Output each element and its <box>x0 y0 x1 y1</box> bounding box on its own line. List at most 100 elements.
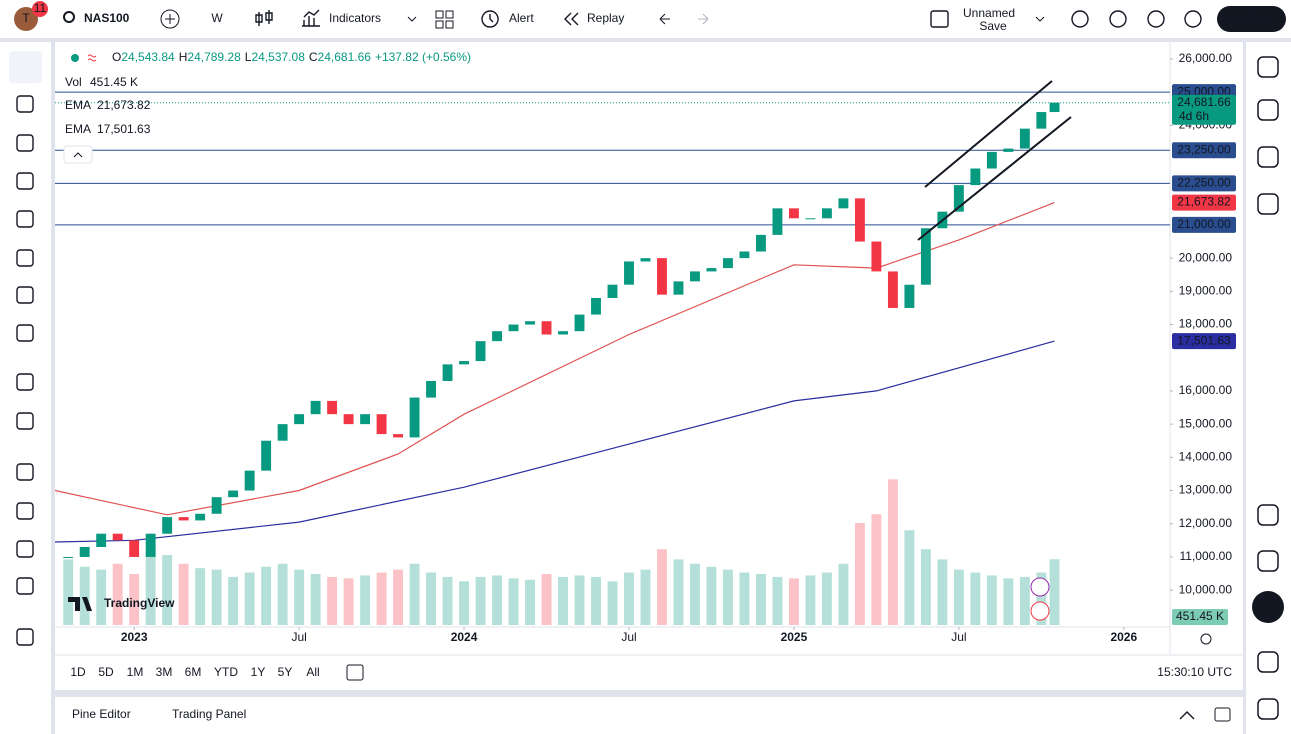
candle <box>195 513 206 521</box>
toolbar-icon[interactable] <box>1184 10 1202 28</box>
sidebar-icon[interactable] <box>1257 146 1279 168</box>
candle <box>706 268 717 272</box>
timeframe-button[interactable]: 5Y <box>278 665 293 679</box>
candle <box>508 324 519 332</box>
add-symbol-button[interactable] <box>160 9 180 29</box>
toolbar-icon[interactable] <box>1071 10 1089 28</box>
sidebar-icon[interactable] <box>1257 193 1279 215</box>
volume-bar <box>887 479 898 625</box>
avatar[interactable] <box>14 7 38 31</box>
timeframe-button[interactable]: 1M <box>127 665 144 679</box>
indicators-button[interactable]: Indicators <box>329 11 381 25</box>
alert-button[interactable]: Alert <box>509 11 534 25</box>
candle <box>673 281 684 295</box>
ema-line <box>54 340 1055 543</box>
toolbar-icon[interactable] <box>1147 10 1165 28</box>
sidebar-icon[interactable] <box>1257 504 1279 526</box>
drawing-tool[interactable] <box>16 628 34 646</box>
axis-badge-label: 22,250.00 <box>1177 176 1231 190</box>
candle <box>755 234 766 252</box>
volume-bar <box>244 572 255 625</box>
drawing-tool[interactable] <box>16 463 34 481</box>
redo-button[interactable] <box>698 13 709 25</box>
sidebar-icon[interactable] <box>1257 99 1279 121</box>
timeframe-button[interactable]: 5D <box>98 665 114 679</box>
event-marker[interactable] <box>1030 577 1050 597</box>
timeframe-button[interactable]: All <box>306 665 319 679</box>
layout-name[interactable]: Unnamed <box>963 6 1015 20</box>
candle <box>871 241 882 272</box>
sidebar-icon[interactable] <box>1257 56 1279 78</box>
drawing-tool[interactable] <box>16 249 34 267</box>
y-tick-label: 11,000.00 <box>1180 549 1233 563</box>
sidebar-icon[interactable] <box>1257 698 1279 720</box>
panel-tab[interactable]: Pine Editor <box>72 707 131 721</box>
publish-button[interactable] <box>1217 6 1286 32</box>
drawing-tool[interactable] <box>16 577 34 595</box>
legend-vol-value: 451.45 K <box>90 75 138 89</box>
axis-badge-label: 21,000.00 <box>1177 217 1231 231</box>
sidebar-icon[interactable] <box>1257 651 1279 673</box>
toolbar-icon[interactable] <box>1109 10 1127 28</box>
layout-checkbox[interactable] <box>930 10 949 28</box>
drawing-tool[interactable] <box>16 412 34 430</box>
volume-bar <box>343 578 354 625</box>
volume-bar <box>558 576 568 625</box>
volume-bar <box>195 568 206 625</box>
candle <box>261 440 272 471</box>
volume-bar <box>838 563 849 625</box>
volume-bar <box>492 575 502 625</box>
volume-bar <box>937 559 948 625</box>
volume-bar <box>145 552 156 625</box>
timeframe-button[interactable]: YTD <box>214 665 238 679</box>
candle <box>607 284 618 298</box>
undo-button[interactable] <box>659 13 670 25</box>
candle <box>459 361 470 365</box>
candle <box>112 533 123 541</box>
drawing-tool[interactable] <box>16 210 34 228</box>
drawing-tool[interactable] <box>16 324 34 342</box>
x-tick-label: 2023 <box>121 630 148 644</box>
volume-bar <box>376 572 387 625</box>
timeframe-button[interactable]: 3M <box>156 665 173 679</box>
drawing-tool[interactable] <box>16 286 34 304</box>
timeframe-button[interactable]: 6M <box>185 665 202 679</box>
clock: 15:30:10 UTC <box>1157 665 1232 679</box>
candle <box>920 228 931 285</box>
symbol-name[interactable]: NAS100 <box>84 11 130 25</box>
y-tick-label: 18,000.00 <box>1179 317 1233 331</box>
candle <box>624 261 634 285</box>
panel-maximize[interactable] <box>1214 707 1231 722</box>
replay-button[interactable]: Replay <box>587 11 624 25</box>
drawing-tool[interactable] <box>16 540 34 558</box>
candle <box>1036 112 1047 129</box>
drawing-tool[interactable] <box>16 172 34 190</box>
chart-type-icon[interactable] <box>255 10 273 26</box>
sidebar-icon[interactable] <box>1257 550 1279 572</box>
settings-icon[interactable] <box>1200 633 1212 645</box>
panel-collapse[interactable] <box>1179 711 1195 720</box>
interval[interactable]: W <box>211 11 223 25</box>
legend-collapse[interactable] <box>63 145 93 164</box>
volume-bar <box>261 566 272 625</box>
volume-bar <box>96 569 107 625</box>
volume-bar <box>1049 559 1060 625</box>
drawing-tool[interactable] <box>16 95 34 113</box>
candle <box>178 517 189 521</box>
drawing-tool[interactable] <box>16 373 34 391</box>
drawing-tool[interactable] <box>16 134 34 152</box>
drawing-tool[interactable] <box>16 502 34 520</box>
templates-icon[interactable] <box>435 10 454 29</box>
volume-bar <box>706 566 717 625</box>
candle <box>904 284 915 308</box>
timeframe-button[interactable]: 1D <box>70 665 86 679</box>
date-range-icon[interactable] <box>346 664 364 681</box>
event-marker[interactable] <box>1030 601 1050 621</box>
y-tick-label: 19,000.00 <box>1179 284 1233 298</box>
timeframe-button[interactable]: 1Y <box>251 665 266 679</box>
sidebar-apps[interactable] <box>1252 591 1284 623</box>
legend-change: +137.82 (+0.56%) <box>375 50 471 64</box>
candle <box>376 414 387 435</box>
legend-key: H <box>179 50 188 64</box>
panel-tab[interactable]: Trading Panel <box>172 707 246 721</box>
